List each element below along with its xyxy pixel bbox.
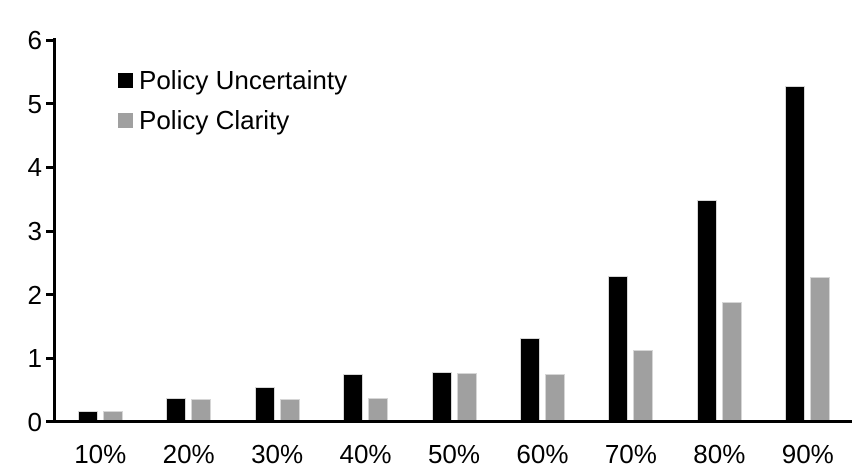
x-tick-label: 70% <box>604 439 657 469</box>
bar-policy-uncertainty-20% <box>166 398 187 422</box>
bar-policy-clarity-90% <box>810 276 831 422</box>
bar-policy-clarity-20% <box>191 399 212 422</box>
y-tick-label: 6 <box>27 25 42 55</box>
bar-policy-uncertainty-80% <box>696 200 717 422</box>
y-tick-label: 2 <box>27 279 42 310</box>
bar-policy-clarity-40% <box>368 398 389 422</box>
bar-policy-clarity-60% <box>544 374 565 422</box>
bar-policy-clarity-10% <box>102 410 123 422</box>
y-tick-label: 1 <box>27 343 42 374</box>
bar-policy-clarity-30% <box>279 399 300 422</box>
legend-item-policy-clarity: Policy Clarity <box>118 105 347 135</box>
y-tick-mark <box>46 293 54 297</box>
x-tick-label: 80% <box>693 439 746 469</box>
legend-swatch-policy-uncertainty-icon <box>118 72 133 88</box>
bar-policy-uncertainty-60% <box>519 337 540 422</box>
y-tick-label: 3 <box>27 216 42 246</box>
y-tick-mark <box>46 356 54 360</box>
bar-policy-uncertainty-10% <box>77 410 98 422</box>
x-tick-label: 20% <box>162 439 215 469</box>
chart-legend: Policy Uncertainty Policy Clarity <box>118 65 347 145</box>
y-tick-mark <box>46 102 54 106</box>
x-tick-label: 60% <box>516 439 569 469</box>
x-tick-label: 40% <box>339 439 392 469</box>
x-tick-label: 50% <box>427 439 480 469</box>
bar-policy-uncertainty-50% <box>431 372 452 422</box>
y-tick-label: 4 <box>27 152 42 183</box>
bar-policy-clarity-70% <box>633 350 654 422</box>
y-tick-mark <box>46 165 54 169</box>
bar-policy-uncertainty-70% <box>608 275 629 422</box>
x-tick-label: 10% <box>74 439 127 469</box>
y-tick-mark <box>46 38 54 42</box>
x-axis-line <box>46 420 852 423</box>
y-tick-label: 0 <box>27 407 42 437</box>
legend-swatch-policy-clarity-icon <box>118 112 133 128</box>
x-tick-label: 90% <box>781 439 834 469</box>
y-axis-line <box>53 38 56 423</box>
x-tick-label: 30% <box>251 439 304 469</box>
bar-policy-uncertainty-30% <box>254 386 275 422</box>
legend-label-policy-uncertainty: Policy Uncertainty <box>139 65 348 95</box>
legend-item-policy-uncertainty: Policy Uncertainty <box>118 65 347 95</box>
bar-policy-clarity-50% <box>456 372 477 422</box>
y-tick-mark <box>46 229 54 233</box>
bar-policy-uncertainty-90% <box>785 85 806 422</box>
bar-policy-clarity-80% <box>721 302 742 422</box>
y-tick-label: 5 <box>27 88 42 119</box>
legend-label-policy-clarity: Policy Clarity <box>139 105 290 135</box>
bar-policy-uncertainty-40% <box>343 373 364 422</box>
